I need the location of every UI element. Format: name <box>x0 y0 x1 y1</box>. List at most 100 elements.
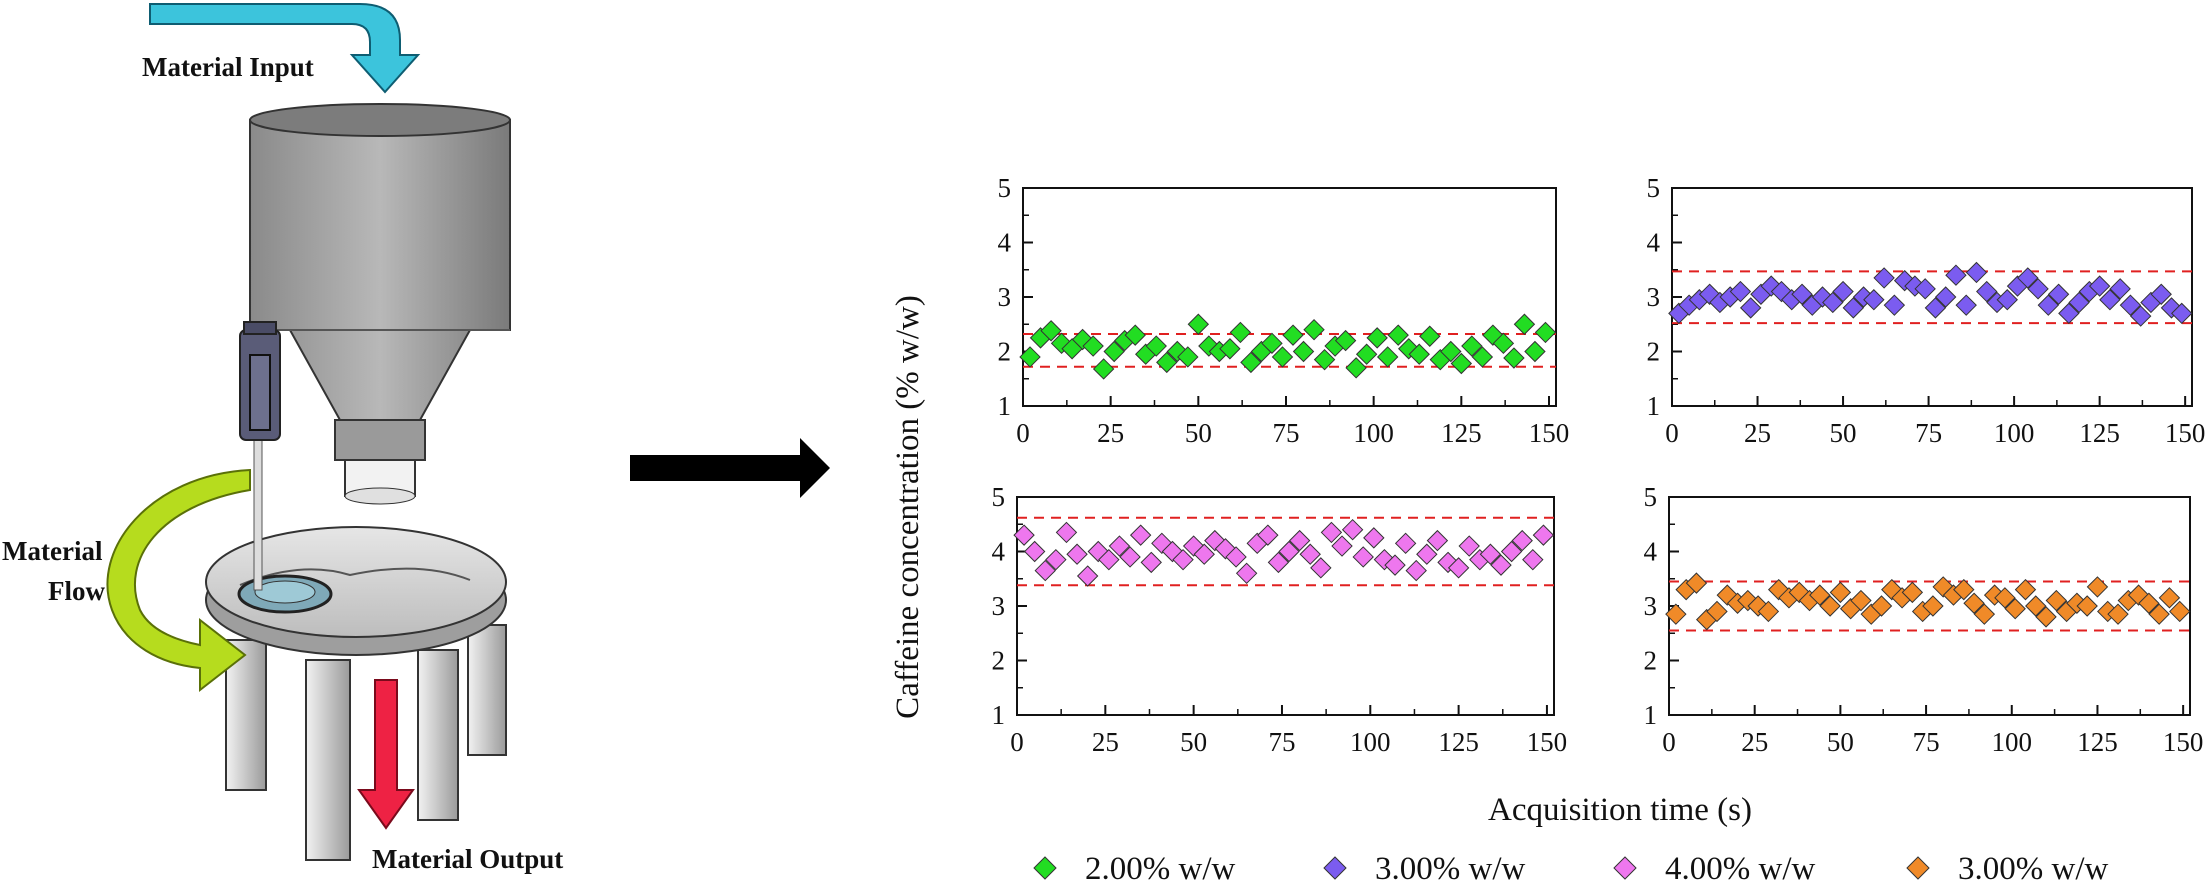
data-point <box>2119 294 2142 316</box>
data-point <box>1341 518 1364 541</box>
data-point <box>2045 589 2068 612</box>
data-point <box>1706 600 1728 623</box>
data-point <box>1842 297 1865 319</box>
data-point <box>1832 280 1854 303</box>
data-point <box>1965 261 1988 284</box>
shared-y-axis-label: Caffeine concentration (% w/w) <box>890 295 926 719</box>
data-point <box>2109 278 2131 300</box>
material-flow-arrow <box>106 468 251 693</box>
data-point <box>1791 283 1813 305</box>
material-input-label: Material Input <box>142 52 314 82</box>
data-point <box>1419 325 1441 347</box>
x-tick-label: 25 <box>1744 418 1771 448</box>
data-point <box>1914 278 1936 300</box>
data-point <box>1187 313 1210 335</box>
y-tick-label: 1 <box>1647 391 1661 421</box>
y-tick-label: 2 <box>1644 646 1658 676</box>
data-point <box>1819 595 1841 617</box>
data-point <box>2027 278 2049 300</box>
data-point <box>1019 346 1041 368</box>
x-tick-label: 125 <box>1441 418 1482 448</box>
hopper <box>249 103 511 505</box>
data-point <box>1416 543 1438 565</box>
data-point <box>1098 548 1120 571</box>
material-flow-label-line2: Flow <box>48 576 105 606</box>
data-point <box>1408 343 1430 365</box>
data-point <box>2171 302 2193 325</box>
y-tick-label: 5 <box>1647 173 1661 203</box>
data-point <box>2107 603 2129 625</box>
data-point <box>2099 289 2121 311</box>
data-point <box>1405 559 1427 582</box>
data-point <box>1119 546 1141 568</box>
x-tick-label: 125 <box>2079 418 2120 448</box>
data-point <box>1177 346 1199 368</box>
data-point <box>1532 524 1555 546</box>
data-point <box>1288 529 1311 552</box>
data-point <box>1299 543 1321 565</box>
data-point <box>1447 557 1470 579</box>
y-tick-label: 3 <box>1647 282 1661 312</box>
data-point <box>2086 576 2109 598</box>
nir-probe <box>239 321 281 591</box>
data-point <box>1229 321 1252 344</box>
data-point <box>1376 346 1399 368</box>
data-point <box>1870 595 1893 617</box>
data-point <box>1500 540 1523 563</box>
data-point <box>1331 535 1353 557</box>
data-point <box>1994 587 2016 609</box>
data-point <box>1973 603 1996 625</box>
legend-label: 2.00% w/w <box>1085 851 1235 886</box>
data-point <box>1282 324 1304 346</box>
data-point <box>1366 327 1388 349</box>
data-point <box>2150 283 2172 305</box>
legend-item-3: 4.00% w/w <box>1613 851 1815 886</box>
data-point <box>1303 318 1325 341</box>
data-point <box>2004 598 2026 620</box>
legend-marker <box>1906 856 1930 880</box>
data-point <box>1471 346 1494 368</box>
x-tick-label: 75 <box>1915 418 1942 448</box>
x-tick-label: 0 <box>1662 727 1676 757</box>
x-tick-label: 25 <box>1092 727 1119 757</box>
data-point <box>1665 603 1687 625</box>
data-point <box>1685 572 1708 594</box>
data-point <box>1963 592 1985 614</box>
data-point <box>1934 286 1957 308</box>
y-tick-label: 3 <box>992 591 1006 621</box>
data-point <box>1901 581 1924 604</box>
x-tick-label: 25 <box>1097 418 1124 448</box>
data-point <box>1945 264 1967 286</box>
data-point <box>1513 313 1536 335</box>
data-point <box>1426 529 1449 552</box>
legend-label: 3.00% w/w <box>1375 851 1525 886</box>
data-point <box>1040 320 1062 342</box>
x-tick-label: 50 <box>1185 418 1212 448</box>
data-point <box>1235 562 1258 585</box>
data-point <box>2158 587 2181 609</box>
x-tick-label: 125 <box>2077 727 2118 757</box>
y-tick-label: 2 <box>998 337 1012 367</box>
x-tick-label: 100 <box>1994 418 2035 448</box>
data-point <box>1145 335 1167 357</box>
data-point <box>1503 347 1525 369</box>
support-legs <box>225 624 507 861</box>
data-point <box>1729 280 1752 303</box>
legend-item-2: 3.00% w/w <box>1323 851 1525 886</box>
x-tick-label: 75 <box>1913 727 1940 757</box>
data-point <box>1082 335 1104 357</box>
y-tick-label: 3 <box>1644 591 1658 621</box>
y-tick-label: 1 <box>998 391 1012 421</box>
material-flow-label-line1: Material <box>2 536 103 566</box>
legend-label: 3.00% w/w <box>1958 851 2108 886</box>
transition-arrow <box>630 438 830 498</box>
x-tick-label: 150 <box>2163 727 2204 757</box>
legend: 2.00% w/w 3.00% w/w 4.00% w/w 3.00% w/w <box>1033 851 2108 886</box>
legend-label: 4.00% w/w <box>1665 851 1815 886</box>
data-point <box>1863 289 1885 311</box>
y-tick-label: 4 <box>1644 537 1658 567</box>
y-tick-label: 2 <box>1647 337 1661 367</box>
data-point <box>1334 329 1357 352</box>
